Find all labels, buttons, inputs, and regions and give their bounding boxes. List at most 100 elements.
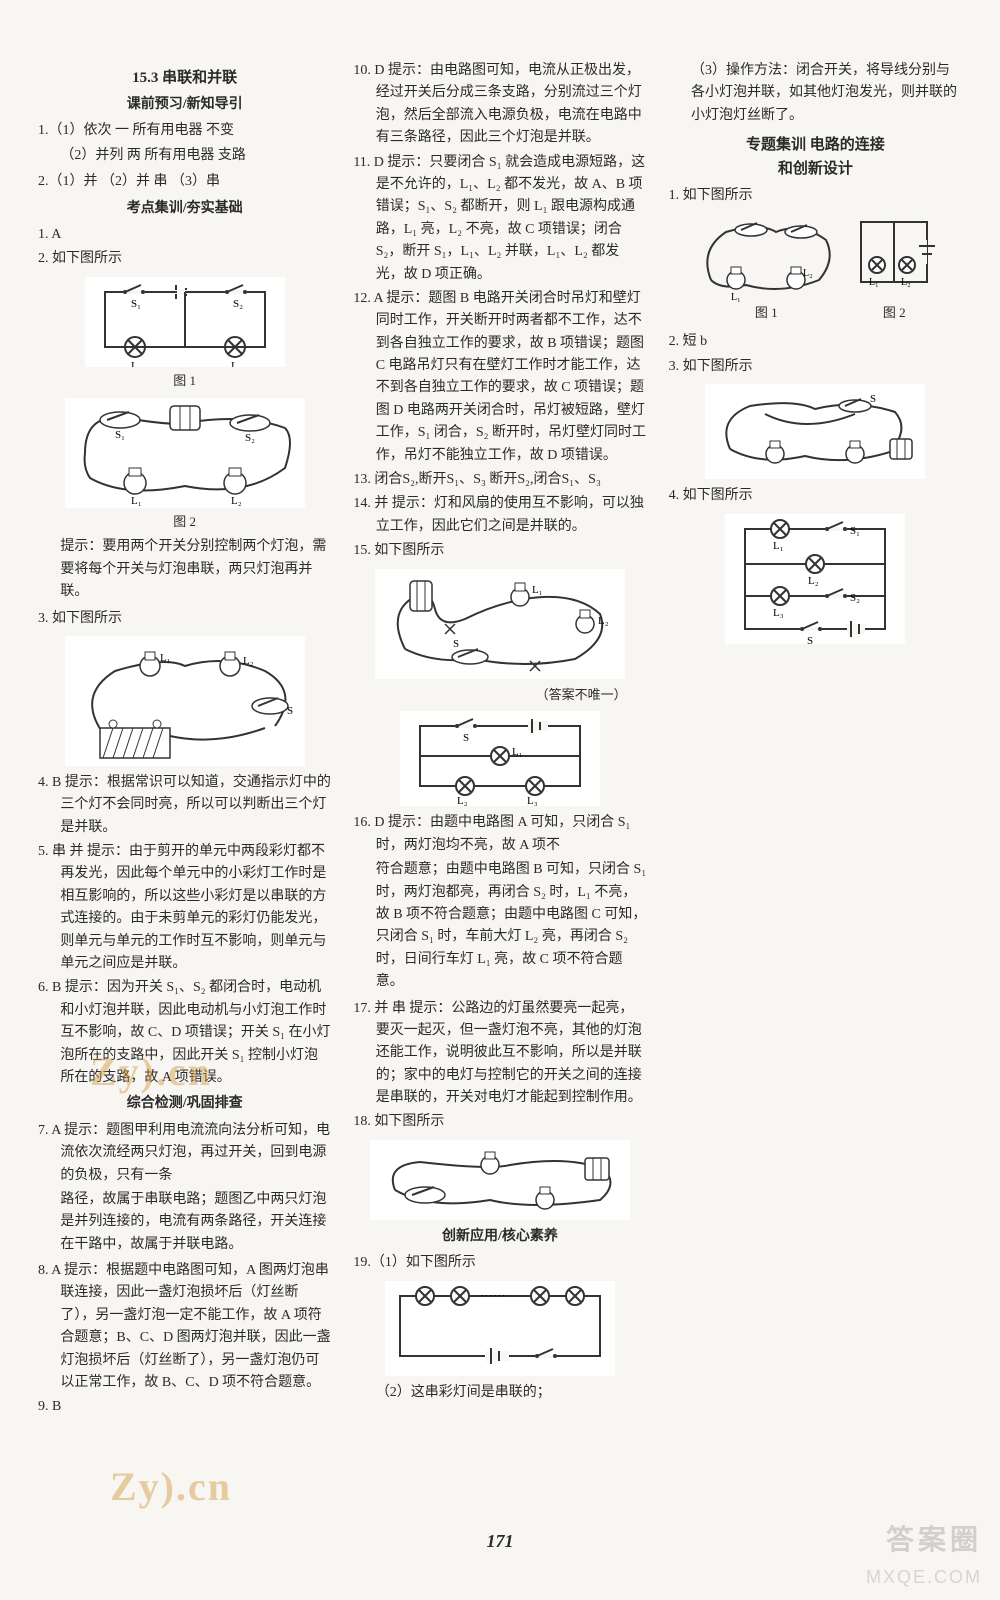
page-number: 171 xyxy=(0,1527,1000,1556)
figure-3: L₁ L₂ S xyxy=(38,636,331,766)
svg-text:L₂: L₂ xyxy=(803,268,813,279)
t3: 3. 如下图所示 xyxy=(669,356,962,378)
figure-19: ······ xyxy=(353,1281,646,1376)
q16: 16. D 提示：由题中电路图 A 可知，只闭合 S₁ 时，两灯泡均不亮，故 A… xyxy=(353,812,646,857)
t2: 2. 短 b xyxy=(669,331,962,353)
svg-text:S₂: S₂ xyxy=(245,432,255,444)
topic-title-1: 专题集训 电路的连接 xyxy=(669,133,962,157)
circuit-pictorial2-icon xyxy=(370,1140,630,1220)
pre-item-2: 2.（1）并 （2）并 串 （3）串 xyxy=(38,171,331,193)
svg-text:S: S xyxy=(463,732,469,744)
svg-text:L₁: L₁ xyxy=(532,584,543,596)
circuit-t1b-icon: L₁ L₂ xyxy=(849,210,939,305)
svg-text:L₁: L₁ xyxy=(131,495,142,507)
q3: 3. 如下图所示 xyxy=(38,608,331,630)
q19b: （2）这串彩灯间是串联的； xyxy=(353,1382,646,1404)
train-title: 考点集训/夯实基础 xyxy=(38,198,331,220)
preclass-title: 课前预习/新知导引 xyxy=(38,94,331,116)
topic-title-2: 和创新设计 xyxy=(669,157,962,181)
q17: 17. 并 串 提示：公路边的灯虽然要亮一起亮，要灭一起灭，但一盏灯泡不亮，其他… xyxy=(353,998,646,1110)
q11: 11. D 提示：只要闭合 S₁ 就会造成电源短路，这是不允许的，L₁、L₂ 都… xyxy=(353,152,646,286)
q19a: 19.（1）如下图所示 xyxy=(353,1252,646,1274)
t1: 1. 如下图所示 xyxy=(669,185,962,207)
figure-t1b: L₁ L₂ 图 2 xyxy=(849,210,939,328)
svg-text:L₁: L₁ xyxy=(869,277,879,288)
pre-item-1b: （2）并列 两 所有用电器 支路 xyxy=(38,145,331,167)
figure-t3: S xyxy=(669,384,962,479)
svg-text:L₁: L₁ xyxy=(773,540,784,552)
q12: 12. A 提示：题图 B 电路开关闭合时吊灯和壁灯同时工作，开关断开时两者都不… xyxy=(353,288,646,467)
q7b: 路径，故属于串联电路；题图乙中两只灯泡是并列连接的，电流有两条路径，开关连接在干… xyxy=(38,1189,331,1256)
innov-title: 创新应用/核心素养 xyxy=(353,1226,646,1248)
pre-item-1: 1.（1）依次 一 所有用电器 不变 xyxy=(38,120,331,142)
q18: 18. 如下图所示 xyxy=(353,1111,646,1133)
svg-text:L₂: L₂ xyxy=(598,615,609,627)
circuit-series-lamps-icon: ······ xyxy=(385,1281,615,1376)
q2-hint: 提示：要用两个开关分别控制两个灯泡，需要将每个开关与灯泡串联，两只灯泡再并联。 xyxy=(38,536,331,603)
q8: 8. A 提示：根据题中电路图可知，A 图两灯泡串联连接，因此一盏灯泡损坏后（灯… xyxy=(38,1260,331,1394)
svg-text:L₂: L₂ xyxy=(808,575,819,587)
svg-text:L₁: L₁ xyxy=(160,652,171,664)
svg-text:L₂: L₂ xyxy=(231,495,242,507)
q13: 13. 闭合S₂,断开S₁、S₃ 断开S₂,闭合S₁、S₃ xyxy=(353,469,646,491)
q19c: （3）操作方法：闭合开关，将导线分别与各小灯泡并联，如其他灯泡发光，则并联的小灯… xyxy=(669,60,962,127)
svg-text:S₁: S₁ xyxy=(131,298,141,310)
q1: 1. A xyxy=(38,224,331,246)
figure-t1a: L₁ L₂ 图 1 xyxy=(691,210,841,328)
q6: 6. B 提示：因为开关 S₁、S₂ 都闭合时，电动机和小灯泡并联，因此电动机与… xyxy=(38,977,331,1089)
chapter-title: 15.3 串联和并联 xyxy=(38,66,331,90)
circuit-t1a-icon: L₁ L₂ xyxy=(691,210,841,305)
q9: 9. B xyxy=(38,1396,331,1418)
q10: 10. D 提示：由电路图可知，电流从正极出发，经过开关后分成三条支路，分别流过… xyxy=(353,60,646,150)
svg-text:S₁: S₁ xyxy=(850,525,860,537)
svg-text:S: S xyxy=(287,705,293,717)
t1-fig1-cap: 图 1 xyxy=(691,303,841,324)
fig15-note: （答案不唯一） xyxy=(353,685,646,706)
figure-18 xyxy=(353,1140,646,1220)
figure-t4: L₁ S₁ L₂ L₃ S₂ S xyxy=(669,514,962,644)
svg-text:L₁: L₁ xyxy=(131,360,142,367)
watermark-corner-l2: MXQE.COM xyxy=(866,1563,982,1592)
svg-text:L₁: L₁ xyxy=(512,746,523,758)
q2: 2. 如下图所示 xyxy=(38,248,331,270)
check-title: 综合检测/巩固排查 xyxy=(38,1093,331,1115)
svg-text:L₂: L₂ xyxy=(457,795,468,806)
figure-15a: L₁ L₂ S （答案不唯一） xyxy=(353,569,646,706)
figure-15b: S L₁ L₂ L₃ xyxy=(353,711,646,806)
svg-text:L₁: L₁ xyxy=(731,292,741,303)
svg-text:······: ······ xyxy=(480,1288,506,1303)
circuit-schematic2-icon: S L₁ L₂ L₃ xyxy=(400,711,600,806)
svg-text:S: S xyxy=(807,635,813,644)
topic-heading: 专题集训 电路的连接 和创新设计 xyxy=(669,133,962,181)
svg-text:L₂: L₂ xyxy=(231,360,242,367)
q14: 14. 并 提示：灯和风扇的使用互不影响，可以独立工作，因此它们之间是并联的。 xyxy=(353,493,646,538)
fig2-caption: 图 2 xyxy=(38,512,331,533)
fig1-caption: 图 1 xyxy=(38,371,331,392)
q4: 4. B 提示：根据常识可以知道，交通指示灯中的三个灯不会同时亮，所以可以判断出… xyxy=(38,772,331,839)
svg-text:L₃: L₃ xyxy=(773,607,784,619)
svg-text:S: S xyxy=(870,393,876,405)
svg-text:S: S xyxy=(453,638,459,650)
t1-fig2-cap: 图 2 xyxy=(849,303,939,324)
svg-text:S₁: S₁ xyxy=(115,429,125,441)
q15: 15. 如下图所示 xyxy=(353,540,646,562)
circuit-answer-icon: L₁ L₂ S xyxy=(375,569,625,679)
svg-text:L₂: L₂ xyxy=(901,277,911,288)
svg-text:L₂: L₂ xyxy=(243,655,254,667)
page-content: 15.3 串联和并联 课前预习/新知导引 1.（1）依次 一 所有用电器 不变 … xyxy=(0,0,1000,1480)
svg-text:L₃: L₃ xyxy=(527,795,538,806)
svg-text:S₂: S₂ xyxy=(850,592,860,604)
q16b: 符合题意；由题中电路图 B 可知，只闭合 S₁ 时，两灯泡都亮，再闭合 S₂ 时… xyxy=(353,859,646,993)
circuit-pictorial-icon: S₁ S₂ L₁ L₂ xyxy=(65,398,305,508)
figure-1: S₁ S₂ L₁ L₂ 图 1 xyxy=(38,277,331,392)
circuit-t3-icon: S xyxy=(705,384,925,479)
q5: 5. 串 并 提示：由于剪开的单元中两段彩灯都不再发光，因此每个单元中的小彩灯工… xyxy=(38,841,331,975)
figure-2: S₁ S₂ L₁ L₂ 图 2 xyxy=(38,398,331,533)
circuit-schematic-icon: S₁ S₂ L₁ L₂ xyxy=(85,277,285,367)
circuit-battery-icon: L₁ L₂ S xyxy=(65,636,305,766)
q7: 7. A 提示：题图甲利用电流流向法分析可知，电流依次流经两只灯泡，再过开关，回… xyxy=(38,1120,331,1187)
chapter-heading: 15.3 串联和并联 课前预习/新知导引 xyxy=(38,66,331,116)
figure-t1: L₁ L₂ 图 1 L₁ L₂ 图 2 xyxy=(669,210,962,328)
circuit-t4-icon: L₁ S₁ L₂ L₃ S₂ S xyxy=(725,514,905,644)
t4: 4. 如下图所示 xyxy=(669,485,962,507)
